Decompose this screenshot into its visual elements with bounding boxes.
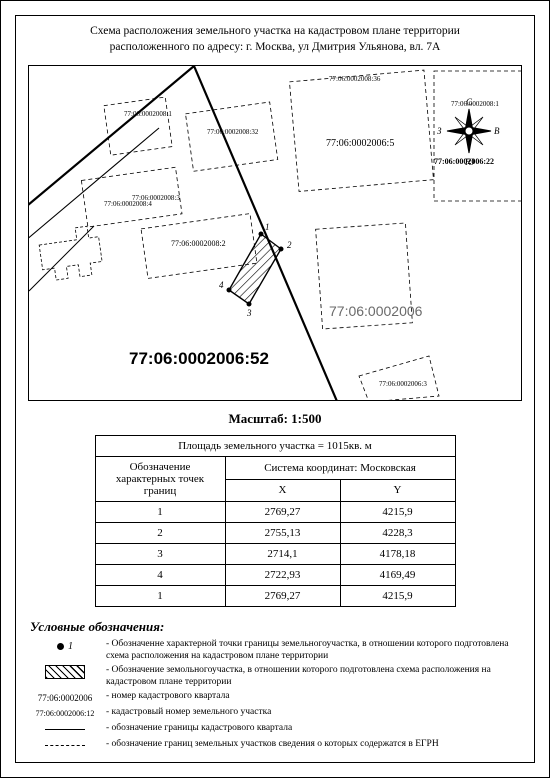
col-header-system: Система координат: Московская	[225, 457, 455, 480]
svg-text:77:06:0002006:52: 77:06:0002006:52	[129, 349, 269, 368]
legend-text: - кадастровый номер земельного участка	[100, 707, 520, 719]
legend-row-point: 1 - Обозначенне характерной точки границ…	[30, 639, 520, 663]
legend-row-dash: - обозначение границ земельных участков …	[30, 739, 520, 753]
area-cell: Площадь земельного участка = 1015кв. м	[95, 436, 455, 457]
svg-text:77:06:0002008:32: 77:06:0002008:32	[207, 128, 259, 136]
svg-text:77:06:0002008:1: 77:06:0002008:1	[124, 110, 172, 118]
col-header-points: Обозначение характерных точек границ	[95, 457, 225, 502]
svg-text:77:06:0002006:22: 77:06:0002006:22	[434, 157, 494, 166]
kvartal-sample: 77:06:0002006	[30, 691, 100, 705]
table-row: 32714,14178,18	[95, 544, 455, 565]
svg-text:77:06:0002008:36: 77:06:0002008:36	[329, 75, 381, 83]
svg-text:77:06:0002008:2: 77:06:0002008:2	[171, 239, 226, 248]
hatch-icon	[45, 665, 85, 679]
scale-label: Масштаб: 1:500	[16, 411, 534, 427]
svg-text:77:06:0002008:3: 77:06:0002008:3	[132, 194, 180, 202]
svg-text:С: С	[466, 97, 473, 107]
inner-frame: Схема расположения земельного участка на…	[15, 15, 535, 763]
svg-text:1: 1	[265, 222, 270, 232]
dashed-line-icon	[45, 745, 85, 746]
col-header-x: X	[225, 479, 340, 502]
legend-row-kvartal-num: 77:06:0002006 - номер кадастрового кварт…	[30, 691, 520, 705]
svg-text:4: 4	[219, 280, 224, 290]
title-block: Схема расположения земельного участка на…	[16, 16, 534, 61]
legend-text: - Обозначение земольногоучастка, в отнош…	[100, 665, 520, 689]
svg-text:3: 3	[246, 308, 252, 318]
cadastral-map: 1 2 3 4 77:06:0002008:36 77:06:0002008:1…	[29, 66, 522, 401]
solid-line-icon	[45, 729, 85, 730]
svg-text:77:06:0002008:1: 77:06:0002008:1	[451, 100, 499, 108]
legend-text: - обозначение границ земельных участков …	[100, 739, 520, 751]
svg-text:77:06:0002006:5: 77:06:0002006:5	[326, 138, 394, 149]
svg-text:З: З	[437, 126, 442, 136]
col-header-y: Y	[340, 479, 455, 502]
svg-text:77:06:0002006: 77:06:0002006	[329, 303, 423, 319]
page: Схема расположения земельного участка на…	[0, 0, 550, 778]
parcel-sample: 77:06:0002006:12	[30, 707, 100, 721]
table-row: 42722,934169,49	[95, 565, 455, 586]
legend-title: Условные обозначения:	[30, 619, 520, 635]
svg-text:2: 2	[287, 240, 292, 250]
legend-text: - Обозначенне характерной точки границы …	[100, 639, 520, 663]
svg-text:В: В	[494, 126, 500, 136]
point-num: 1	[68, 641, 73, 652]
table-row: 12769,274215,9	[95, 502, 455, 523]
table-row: 12769,274215,9	[95, 586, 455, 607]
point-icon	[57, 643, 64, 650]
title-line-2: расположенного по адресу: г. Москва, ул …	[34, 40, 516, 56]
legend-text: - номер кадастрового квартала	[100, 691, 520, 703]
map-frame: 1 2 3 4 77:06:0002008:36 77:06:0002008:1…	[28, 65, 522, 401]
legend: Условные обозначения: 1 - Обозначенне ха…	[30, 619, 520, 753]
coordinates-table-wrap: Площадь земельного участка = 1015кв. м О…	[16, 435, 534, 607]
table-row: 22755,134228,3	[95, 523, 455, 544]
title-line-1: Схема расположения земельного участка на…	[34, 24, 516, 40]
svg-text:77:06:0002006:3: 77:06:0002006:3	[379, 380, 427, 388]
legend-text: - обозначение границы кадастрового кварт…	[100, 723, 520, 735]
coordinates-table: Площадь земельного участка = 1015кв. м О…	[95, 435, 456, 607]
legend-row-parcel-num: 77:06:0002006:12 - кадастровый номер зем…	[30, 707, 520, 721]
legend-row-solid: - обозначение границы кадастрового кварт…	[30, 723, 520, 737]
legend-row-hatch: - Обозначение земольногоучастка, в отнош…	[30, 665, 520, 689]
svg-text:Ю: Ю	[464, 157, 475, 167]
